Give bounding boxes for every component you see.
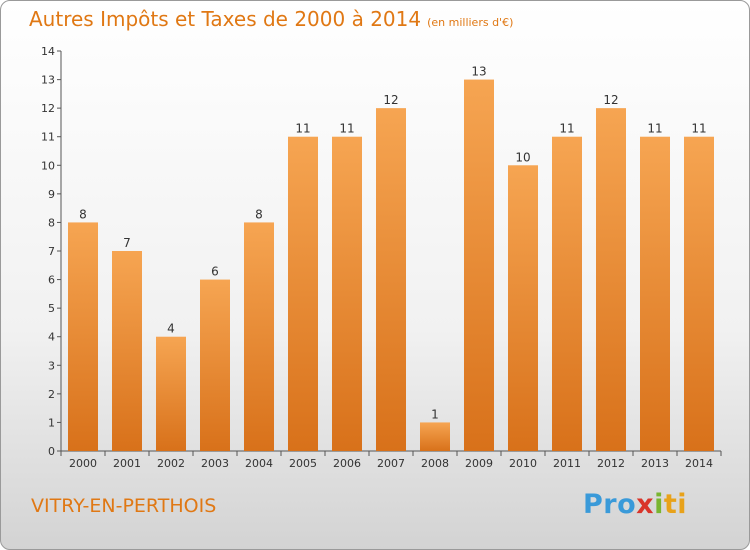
y-tick-label: 2 — [48, 388, 55, 401]
data-label-2010: 10 — [515, 150, 530, 164]
x-tick-label-2003: 2003 — [201, 457, 229, 470]
bar-2001 — [112, 251, 142, 451]
y-tick-label: 0 — [48, 445, 55, 458]
bar-2010 — [508, 165, 538, 452]
bar-2009 — [464, 79, 494, 452]
data-label-2011: 11 — [559, 122, 574, 136]
chart-x-tick-labels: 2000 2001 2002 2003 2004 2005 2006 2007 2008 2009… — [69, 457, 713, 470]
x-tick-label-2001: 2001 — [113, 457, 141, 470]
x-tick-label-2013: 2013 — [641, 457, 669, 470]
y-tick-label: 14 — [41, 45, 55, 58]
x-tick-label-2007: 2007 — [377, 457, 405, 470]
data-label-2002: 4 — [167, 322, 175, 336]
bar-2006 — [332, 136, 362, 451]
x-tick-label-2000: 2000 — [69, 457, 97, 470]
data-label-2001: 7 — [123, 236, 131, 250]
chart-title: Autres Impôts et Taxes de 2000 à 2014 — [29, 7, 422, 31]
town-name: VITRY-EN-PERTHOIS — [31, 495, 217, 517]
x-tick-label-2005: 2005 — [289, 457, 317, 470]
data-label-2008: 1 — [431, 407, 439, 421]
x-tick-label-2006: 2006 — [333, 457, 361, 470]
y-tick-label: 10 — [41, 159, 55, 172]
x-tick-label-2012: 2012 — [597, 457, 625, 470]
bar-2002 — [156, 336, 186, 451]
y-tick-label: 3 — [48, 359, 55, 372]
y-tick-label: 13 — [41, 74, 55, 87]
data-label-2006: 11 — [339, 122, 354, 136]
y-tick-label: 6 — [48, 274, 55, 287]
bar-2011 — [552, 136, 582, 451]
data-label-2004: 8 — [255, 207, 263, 221]
bar-2013 — [640, 136, 670, 451]
y-tick-label: 1 — [48, 416, 55, 429]
bar-2004 — [244, 222, 274, 451]
bar-2014 — [684, 136, 714, 451]
chart-subtitle: (en milliers d'€) — [427, 16, 514, 29]
chart-title-block: Autres Impôts et Taxes de 2000 à 2014 (en… — [29, 7, 513, 31]
chart-bars — [68, 79, 714, 452]
logo-part-2: x — [636, 489, 655, 520]
y-tick-label: 4 — [48, 331, 55, 344]
x-tick-label-2009: 2009 — [465, 457, 493, 470]
data-label-2012: 12 — [603, 93, 618, 107]
bar-2008 — [420, 422, 450, 451]
y-tick-label: 5 — [48, 302, 55, 315]
bar-2000 — [68, 222, 98, 451]
bar-2005 — [288, 136, 318, 451]
x-tick-label-2004: 2004 — [245, 457, 273, 470]
data-label-2003: 6 — [211, 265, 219, 279]
x-tick-label-2011: 2011 — [553, 457, 581, 470]
bar-2003 — [200, 279, 230, 451]
x-tick-label-2010: 2010 — [509, 457, 537, 470]
y-tick-label: 11 — [41, 131, 55, 144]
data-label-2007: 12 — [383, 93, 398, 107]
data-label-2005: 11 — [295, 122, 310, 136]
chart-data-labels: 8 7 4 6 8 11 11 12 1 13 10 11 12 11 11 — [79, 65, 706, 422]
data-label-2014: 11 — [691, 122, 706, 136]
bar-2012 — [596, 108, 626, 452]
logo-part-4: ti — [663, 489, 688, 520]
logo-part-1: Pro — [583, 489, 637, 520]
bar-2007 — [376, 108, 406, 452]
logo-part-3: i — [654, 489, 664, 520]
y-tick-label: 7 — [48, 245, 55, 258]
y-tick-label: 8 — [48, 216, 55, 229]
proxiti-logo: Proxiti — [583, 489, 687, 520]
y-tick-label: 12 — [41, 102, 55, 115]
data-label-2013: 11 — [647, 122, 662, 136]
y-tick-label: 9 — [48, 188, 55, 201]
x-tick-label-2008: 2008 — [421, 457, 449, 470]
x-tick-label-2014: 2014 — [685, 457, 713, 470]
x-tick-label-2002: 2002 — [157, 457, 185, 470]
data-label-2000: 8 — [79, 207, 87, 221]
data-label-2009: 13 — [471, 65, 486, 79]
